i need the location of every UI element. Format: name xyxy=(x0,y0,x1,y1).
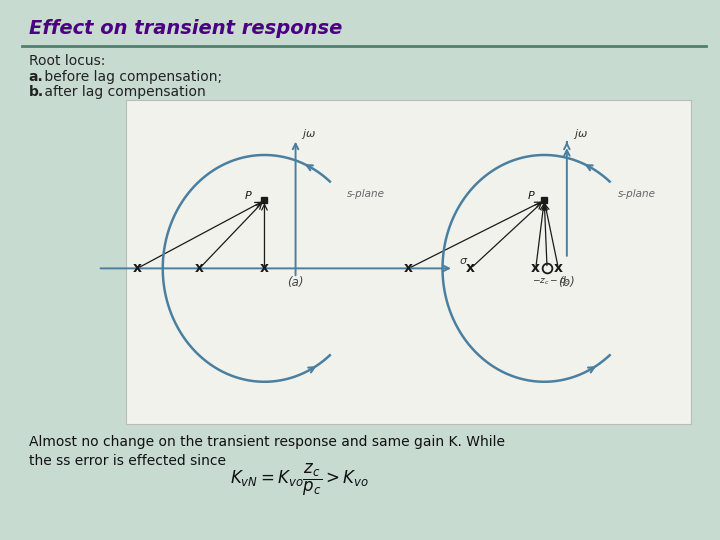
Text: before lag compensation;: before lag compensation; xyxy=(40,70,222,84)
Text: $j\omega$: $j\omega$ xyxy=(572,127,588,141)
Text: x: x xyxy=(467,261,475,275)
Text: x: x xyxy=(195,261,204,275)
Text: after lag compensation: after lag compensation xyxy=(40,85,205,99)
Text: x: x xyxy=(531,261,540,275)
Text: $-z_c-p_c$: $-z_c-p_c$ xyxy=(532,276,570,287)
Text: the ss error is effected since: the ss error is effected since xyxy=(29,454,226,468)
Text: Effect on transient response: Effect on transient response xyxy=(29,19,342,38)
Text: $j\omega$: $j\omega$ xyxy=(301,127,316,141)
Text: P: P xyxy=(527,191,534,201)
Text: x: x xyxy=(404,261,413,275)
Text: b.: b. xyxy=(29,85,44,99)
Text: $K_{vN} = K_{vo}\dfrac{z_c}{p_c} > K_{vo}$: $K_{vN} = K_{vo}\dfrac{z_c}{p_c} > K_{vo… xyxy=(230,462,369,498)
Text: Almost no change on the transient response and same gain K. While: Almost no change on the transient respon… xyxy=(29,435,505,449)
Text: $\sigma$: $\sigma$ xyxy=(459,255,469,266)
Text: (a): (a) xyxy=(287,276,304,289)
Text: x: x xyxy=(132,261,142,275)
Text: x: x xyxy=(260,261,269,275)
Text: x: x xyxy=(554,261,563,275)
Text: Root locus:: Root locus: xyxy=(29,54,105,68)
Text: (b): (b) xyxy=(559,276,575,289)
Text: P: P xyxy=(245,191,251,201)
Text: s-plane: s-plane xyxy=(618,189,656,199)
Text: a.: a. xyxy=(29,70,43,84)
Text: s-plane: s-plane xyxy=(346,189,384,199)
